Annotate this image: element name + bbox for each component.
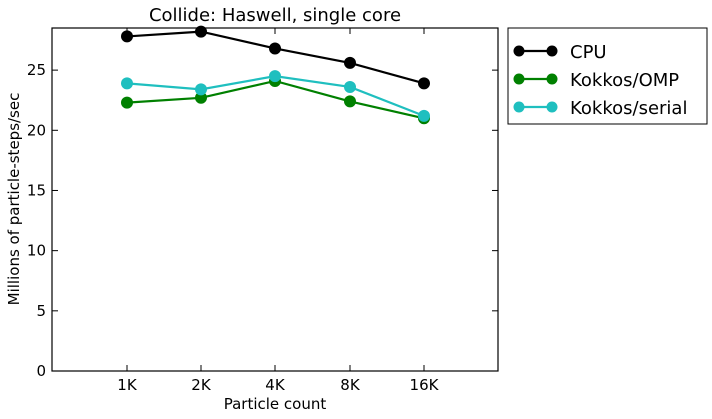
legend-marker <box>513 73 525 85</box>
legend-marker <box>546 101 558 113</box>
data-point-kokkos-omp <box>344 95 356 108</box>
y-tick-label: 25 <box>27 61 46 79</box>
series-cpu <box>121 25 430 90</box>
x-tick-label: 8K <box>340 376 361 394</box>
data-point-cpu <box>418 77 430 90</box>
y-tick-label: 20 <box>27 121 46 139</box>
data-point-kokkos-serial <box>195 83 207 96</box>
legend-label: Kokkos/serial <box>570 98 687 119</box>
x-tick-label: 1K <box>117 376 138 394</box>
legend-item-cpu: CPU <box>513 42 607 63</box>
x-axis: 1K 2K 4K 8K 16K <box>117 28 440 394</box>
x-axis-label: Particle count <box>224 395 327 413</box>
x-tick-label: 16K <box>410 376 440 394</box>
x-tick-label: 4K <box>265 376 286 394</box>
y-axis-label: Millions of particle-steps/sec <box>5 93 23 306</box>
x-tick-label: 2K <box>191 376 212 394</box>
legend: CPU Kokkos/OMP Kokkos/serial <box>507 27 708 125</box>
y-tick-label: 15 <box>27 181 46 199</box>
data-point-cpu <box>344 56 356 69</box>
plot-area <box>121 25 430 125</box>
data-point-kokkos-serial <box>121 77 133 90</box>
data-point-cpu <box>269 42 281 55</box>
y-axis: 0 5 10 15 20 25 <box>27 61 498 380</box>
data-point-kokkos-serial <box>269 70 281 83</box>
y-tick-label: 10 <box>27 242 46 260</box>
y-tick-label: 5 <box>36 302 46 320</box>
legend-marker <box>513 101 525 113</box>
legend-label: Kokkos/OMP <box>570 70 679 91</box>
data-point-cpu <box>121 30 133 43</box>
legend-marker <box>546 73 558 85</box>
legend-marker <box>546 45 558 57</box>
series-kokkos-serial <box>121 70 430 122</box>
y-tick-label: 0 <box>36 362 46 380</box>
legend-label: CPU <box>570 42 607 63</box>
legend-item-kokkos-serial: Kokkos/serial <box>513 98 687 119</box>
data-point-kokkos-serial <box>344 80 356 93</box>
legend-item-kokkos-omp: Kokkos/OMP <box>513 70 679 91</box>
legend-marker <box>513 45 525 57</box>
chart-title: Collide: Haswell, single core <box>149 5 401 26</box>
data-point-cpu <box>195 25 207 38</box>
data-point-kokkos-omp <box>121 96 133 109</box>
data-point-kokkos-serial <box>418 109 430 122</box>
